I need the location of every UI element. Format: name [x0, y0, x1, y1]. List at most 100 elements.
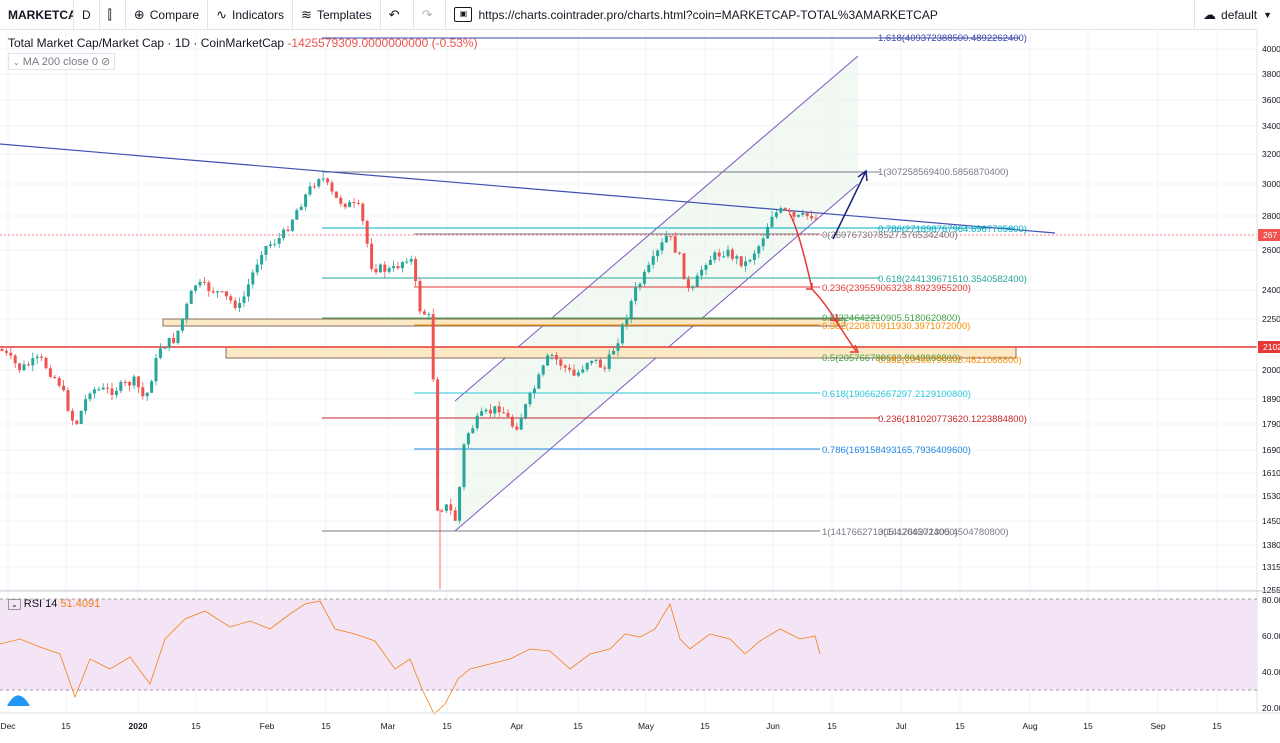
- candle-body: [541, 365, 545, 375]
- candle-body: [348, 202, 352, 208]
- candle-body: [211, 291, 215, 293]
- time-tick-label: 15: [1083, 721, 1093, 731]
- candle-body: [726, 249, 730, 257]
- time-tick-label: Aug: [1022, 721, 1037, 731]
- candle-body: [132, 376, 136, 386]
- indicators-button[interactable]: ∿ Indicators: [208, 0, 294, 29]
- price-tick-label: 1255: [1262, 585, 1280, 595]
- rsi-value: 51.4091: [60, 598, 101, 610]
- candle-body: [101, 387, 105, 390]
- candle-body: [691, 286, 695, 289]
- undo-button[interactable]: ↶: [381, 0, 414, 29]
- candle-body: [114, 390, 118, 395]
- support-zone-upper[interactable]: [162, 318, 846, 327]
- price-tick-label: 3000: [1262, 179, 1280, 189]
- candle-body: [660, 242, 664, 251]
- candle-body: [796, 214, 800, 217]
- candle-body: [326, 178, 330, 183]
- candle-body: [568, 367, 572, 370]
- layout-button[interactable]: ☁ default ▼: [1194, 0, 1280, 29]
- candle-body: [97, 389, 101, 391]
- price-tick-label: 1690: [1262, 445, 1280, 455]
- eye-hidden-icon[interactable]: ⊘: [101, 56, 111, 68]
- candle-body: [801, 212, 805, 215]
- candle-body: [431, 314, 435, 380]
- url-text: https://charts.cointrader.pro/charts.htm…: [478, 7, 938, 22]
- price-tick-label: 2000: [1262, 365, 1280, 375]
- arrow-head-icon: [806, 283, 860, 353]
- fib-label: 0.236(239559063238.8923955200): [822, 283, 971, 294]
- candle-body: [180, 318, 184, 331]
- candle-body: [612, 350, 616, 355]
- candle-body: [774, 212, 778, 217]
- layout-label: default: [1221, 7, 1258, 22]
- time-tick-label: May: [638, 721, 655, 731]
- candle-body: [722, 256, 726, 258]
- symbol-search[interactable]: MARKETCAF: [0, 0, 74, 29]
- candle-body: [550, 354, 554, 356]
- price-tick-label: 3800: [1262, 69, 1280, 79]
- candle-body: [554, 354, 558, 360]
- logo-icon: [7, 695, 30, 706]
- price-tick-label: 3400: [1262, 121, 1280, 131]
- candle-body: [458, 487, 462, 521]
- candle-body: [515, 426, 519, 430]
- candle-body: [576, 372, 580, 376]
- candle-body: [44, 357, 48, 369]
- candle-body: [673, 236, 677, 253]
- candle-body: [730, 249, 734, 259]
- candle-body: [607, 354, 611, 369]
- candle-body: [260, 254, 264, 265]
- candle-body: [246, 284, 250, 297]
- candle-body: [502, 412, 506, 414]
- candle-body: [598, 359, 602, 368]
- candle-body: [396, 266, 400, 269]
- candle-body: [70, 410, 74, 421]
- interval-button[interactable]: D: [74, 0, 100, 29]
- candle-body: [167, 337, 171, 348]
- time-tick-label: 2020: [129, 721, 148, 731]
- templates-icon: ≋: [301, 6, 312, 22]
- candle-body: [440, 510, 444, 512]
- down-projection-arrow[interactable]: [835, 320, 857, 352]
- rsi-tick-label: 20.00: [1262, 703, 1280, 713]
- candle-body: [783, 208, 787, 210]
- candle-body: [497, 406, 501, 413]
- price-scale[interactable]: [1257, 29, 1280, 713]
- current-price-value: 267: [1263, 230, 1277, 240]
- descending-trendline[interactable]: [0, 143, 1056, 234]
- redo-button[interactable]: ↷: [414, 0, 447, 29]
- time-tick-label: 15: [955, 721, 965, 731]
- candle-body: [493, 406, 497, 414]
- price-tick-label: 3600: [1262, 95, 1280, 105]
- price-tick-label: 2400: [1262, 285, 1280, 295]
- candle-body: [106, 387, 110, 389]
- price-tick-label: 1530: [1262, 491, 1280, 501]
- chart-type-button[interactable]: ⫿: [100, 0, 126, 29]
- candle-body: [744, 261, 748, 267]
- up-projection-arrow[interactable]: [832, 170, 867, 240]
- time-tick-label: 15: [700, 721, 710, 731]
- rsi-legend: ⌄ RSI 14 51.4091: [8, 598, 100, 610]
- candle-body: [277, 238, 281, 244]
- down-projection-arrow[interactable]: [811, 288, 837, 322]
- candle-body: [22, 364, 26, 371]
- price-tick-label: 2800: [1262, 211, 1280, 221]
- fib-label: 0.236(181020773620.1223884800): [878, 414, 1027, 425]
- candle-body: [422, 311, 426, 315]
- time-tick-label: 15: [1212, 721, 1222, 731]
- compare-button[interactable]: ⊕ Compare: [126, 0, 209, 29]
- rsi-tick-label: 60.00: [1262, 631, 1280, 641]
- url-field[interactable]: ▣ https://charts.cointrader.pro/charts.ht…: [446, 0, 1194, 29]
- chevron-down-icon[interactable]: ⌄: [8, 599, 21, 610]
- ma-label: MA 200 close 0: [22, 56, 98, 68]
- chart-canvas[interactable]: 1.618(409372388500.4892262400) 1(3072585…: [0, 29, 1280, 743]
- templates-button[interactable]: ≋ Templates: [293, 0, 381, 29]
- candle-body: [581, 369, 585, 373]
- candle-body: [805, 212, 809, 217]
- indicators-label: Indicators: [232, 7, 285, 22]
- compare-label: Compare: [149, 7, 200, 22]
- fib-label: 0.786(169158493165.7936409600): [822, 445, 971, 456]
- down-projection-arrow[interactable]: [789, 213, 813, 290]
- ma-indicator-legend[interactable]: ⌄ MA 200 close 0 ⊘: [8, 53, 116, 70]
